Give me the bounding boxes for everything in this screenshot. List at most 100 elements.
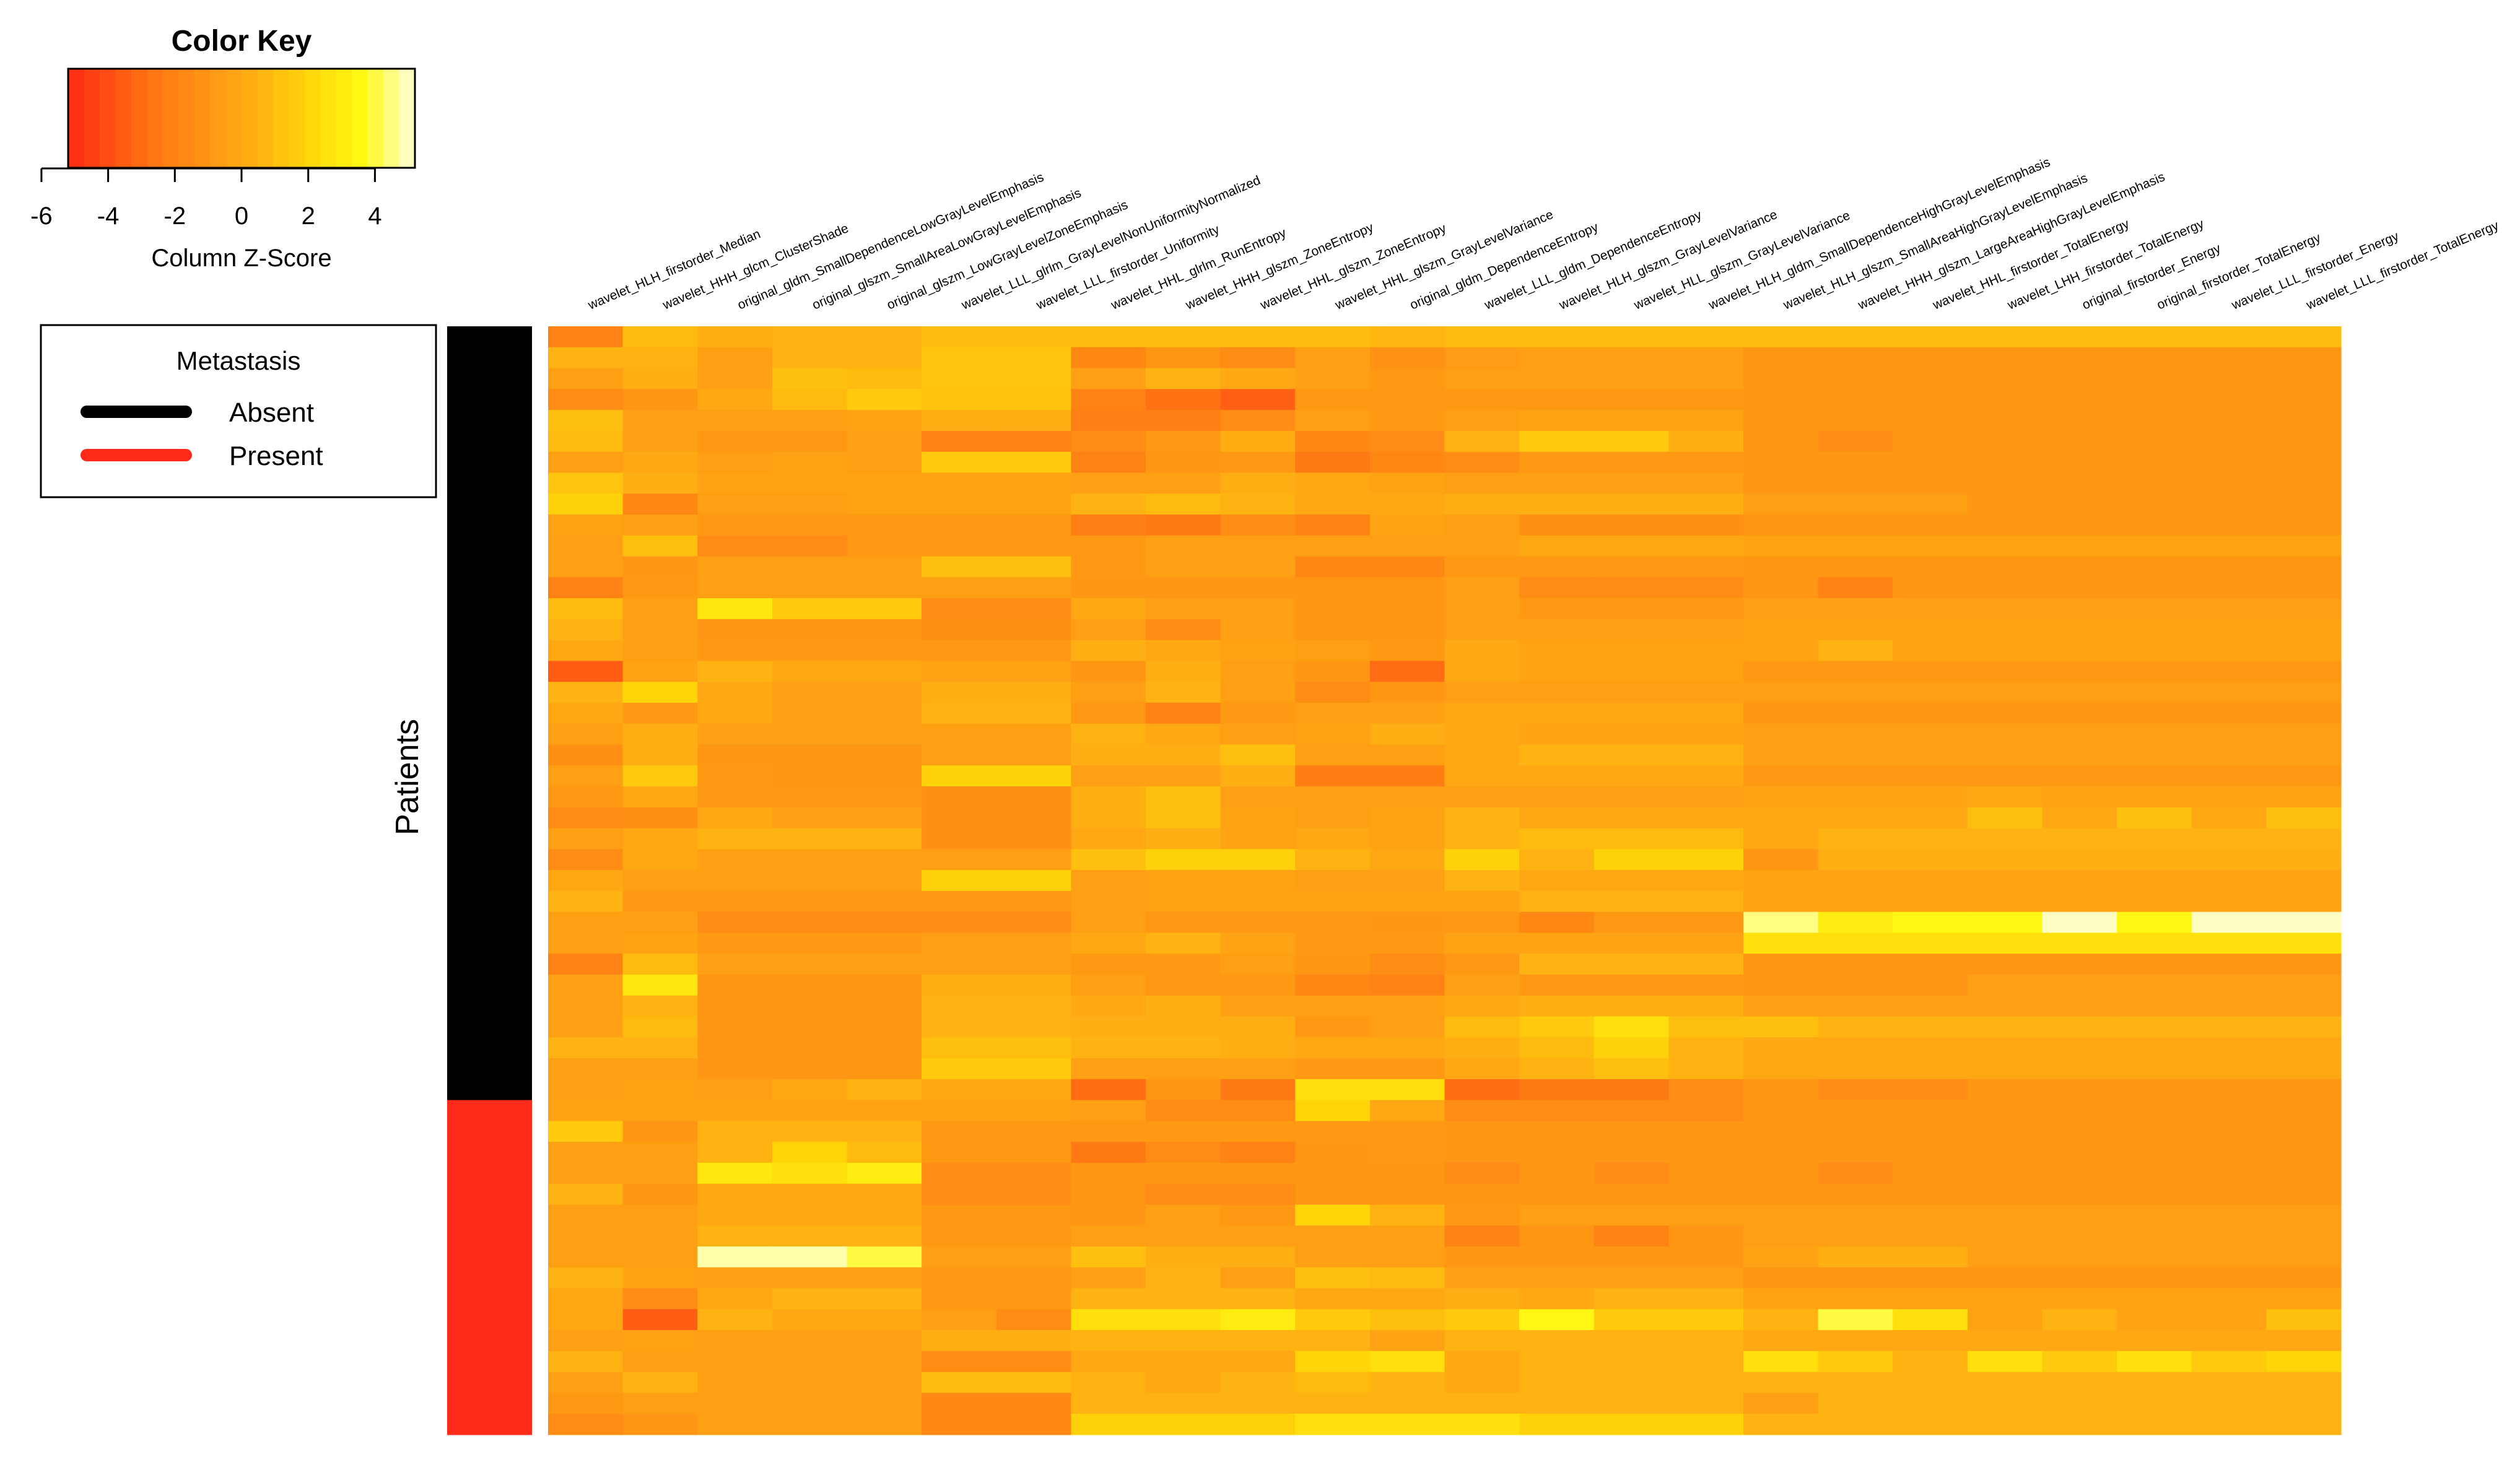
- heatmap-cell: [2191, 326, 2267, 348]
- heatmap-cell: [1818, 1142, 1893, 1163]
- heatmap-cell: [697, 1267, 773, 1289]
- heatmap-cell: [1369, 514, 1445, 536]
- heatmap-cell: [2042, 1204, 2117, 1226]
- heatmap-cell: [1893, 1204, 1968, 1226]
- heatmap-cell: [2042, 765, 2117, 787]
- heatmap-cell: [1818, 1393, 1893, 1414]
- heatmap-cell: [2266, 598, 2342, 620]
- heatmap-cell: [1146, 682, 1221, 703]
- heatmap-cell: [2266, 1204, 2342, 1226]
- heatmap-cell: [2042, 723, 2117, 746]
- heatmap-cell: [1146, 1162, 1221, 1185]
- heatmap-cell: [1743, 890, 1819, 913]
- heatmap-cell: [1295, 1121, 1371, 1142]
- heatmap-cell: [1668, 1414, 1744, 1435]
- heatmap-cell: [1444, 1142, 1520, 1163]
- heatmap-cell: [1594, 577, 1669, 599]
- heatmap-cell: [1668, 326, 1744, 348]
- heatmap-cell: [1071, 1288, 1146, 1310]
- heatmap-cell: [1444, 702, 1520, 724]
- heatmap-cell: [1668, 682, 1744, 703]
- heatmap-cell: [1220, 1267, 1296, 1289]
- heatmap-cell: [1146, 535, 1221, 557]
- color-key-tick-label: -2: [164, 202, 186, 230]
- heatmap-cell: [1220, 640, 1296, 661]
- heatmap-cell: [2191, 1246, 2267, 1268]
- heatmap-cell: [1818, 932, 1893, 954]
- heatmap-cell: [1967, 1016, 2043, 1038]
- color-key-segment: [84, 69, 100, 168]
- heatmap-cell: [922, 995, 997, 1017]
- heatmap-cell: [996, 410, 1071, 432]
- heatmap-cell: [622, 744, 698, 766]
- heatmap-cell: [622, 493, 698, 515]
- heatmap-cell: [1220, 682, 1296, 703]
- heatmap-cell: [772, 1350, 848, 1373]
- heatmap-cell: [2191, 535, 2267, 557]
- heatmap-cell: [1743, 451, 1819, 474]
- heatmap-cell: [1369, 326, 1445, 348]
- heatmap-cell: [1743, 1100, 1819, 1121]
- heatmap-cell: [2042, 932, 2117, 954]
- heatmap-cell: [2042, 849, 2117, 871]
- heatmap-cell: [1967, 1267, 2043, 1289]
- color-key-segment: [383, 69, 400, 168]
- heatmap-cell: [2191, 1037, 2267, 1059]
- heatmap-cell: [1668, 1142, 1744, 1163]
- heatmap-cell: [622, 1079, 698, 1101]
- heatmap-cell: [1444, 744, 1520, 766]
- heatmap-cell: [2042, 1393, 2117, 1414]
- heatmap-cell: [1818, 744, 1893, 766]
- heatmap-cell: [1369, 765, 1445, 787]
- heatmap-cell: [2191, 702, 2267, 724]
- heatmap-cell: [622, 1058, 698, 1080]
- heatmap-cell: [2191, 1372, 2267, 1394]
- heatmap-cell: [1071, 535, 1146, 557]
- heatmap-cell: [1071, 1330, 1146, 1352]
- heatmap-cell: [922, 1079, 997, 1101]
- heatmap-cell: [1295, 932, 1371, 954]
- heatmap-cell: [622, 702, 698, 724]
- heatmap-cell: [1146, 1058, 1221, 1080]
- heatmap-cell: [1146, 1142, 1221, 1163]
- heatmap-cell: [1967, 1162, 2043, 1185]
- heatmap-cell: [1594, 451, 1669, 474]
- heatmap-cell: [1295, 954, 1371, 975]
- heatmap-cell: [1220, 849, 1296, 871]
- heatmap-cell: [847, 430, 922, 453]
- heatmap-cell: [2191, 932, 2267, 954]
- heatmap-cell: [548, 1016, 624, 1038]
- heatmap-cell: [1220, 577, 1296, 599]
- heatmap-cell: [1071, 619, 1146, 641]
- heatmap-cell: [1295, 493, 1371, 515]
- heatmap-cell: [1818, 828, 1893, 850]
- heatmap-cell: [697, 870, 773, 892]
- heatmap-cell: [1893, 1225, 1968, 1247]
- heatmap-cell: [1146, 974, 1221, 996]
- color-key-tick-label: -4: [97, 202, 120, 230]
- heatmap-cell: [922, 1037, 997, 1059]
- heatmap-cell: [2117, 535, 2192, 557]
- heatmap-cell: [697, 640, 773, 661]
- heatmap-cell: [1668, 1372, 1744, 1394]
- heatmap-cell: [1818, 974, 1893, 996]
- heatmap-cell: [1668, 514, 1744, 536]
- heatmap-cell: [772, 911, 848, 934]
- heatmap-cell: [1519, 1016, 1595, 1038]
- heatmap-cell: [1444, 514, 1520, 536]
- heatmap-cell: [697, 326, 773, 348]
- heatmap-cell: [1519, 1309, 1595, 1331]
- heatmap-cell: [847, 1330, 922, 1352]
- heatmap-cell: [922, 1288, 997, 1310]
- heatmap-cell: [1668, 1121, 1744, 1142]
- heatmap-cell: [2117, 1183, 2192, 1206]
- heatmap-cell: [697, 1309, 773, 1331]
- heatmap-cell: [2191, 1350, 2267, 1373]
- heatmap-cell: [1519, 640, 1595, 661]
- heatmap-cell: [996, 1079, 1071, 1101]
- heatmap-cell: [1444, 1267, 1520, 1289]
- heatmap-cell: [922, 347, 997, 369]
- heatmap-cell: [2266, 1079, 2342, 1101]
- heatmap-cell: [1967, 347, 2043, 369]
- heatmap-cell: [1818, 890, 1893, 913]
